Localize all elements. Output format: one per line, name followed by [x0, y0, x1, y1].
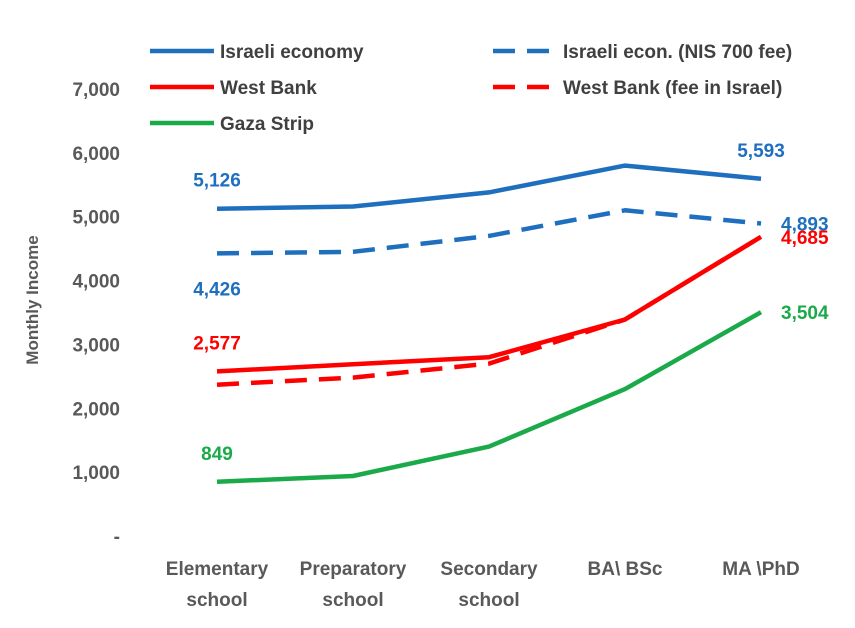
y-tick-label: - [114, 527, 120, 548]
series-line [216, 234, 763, 387]
legend-label: West Bank [220, 78, 317, 99]
series-lines [216, 163, 763, 485]
y-tick-label: 3,000 [72, 335, 120, 356]
x-tick-label: BA\ BSc [588, 559, 663, 580]
legend-label: Israeli econ. (NIS 700 fee) [563, 42, 792, 63]
series-line [216, 208, 762, 256]
series-line [216, 163, 762, 211]
data-label: 5,593 [737, 141, 785, 162]
x-tick-label: Preparatory [300, 559, 407, 580]
data-label: 2,577 [193, 333, 241, 354]
data-label: 3,504 [781, 303, 829, 324]
x-tick-label: Elementary [166, 559, 269, 580]
data-label: 5,126 [193, 171, 241, 192]
data-label: 4,426 [193, 279, 241, 300]
legend-label: West Bank (fee in Israel) [563, 78, 782, 99]
series-line [216, 234, 763, 374]
data-label: 849 [201, 444, 233, 465]
x-tick-label: school [186, 590, 247, 611]
y-tick-label: 1,000 [72, 463, 120, 484]
data-labels: 5,126 5,593 4,426 4,893 2,577 4,685 849 3,504 [193, 141, 829, 465]
x-axis: Elementary school Preparatory school Seconda… [166, 559, 800, 611]
data-label: 4,893 [781, 215, 829, 236]
y-axis-label: Monthly Income [23, 235, 42, 364]
y-tick-label: 5,000 [72, 208, 120, 229]
legend-label: Gaza Strip [220, 114, 314, 135]
x-tick-label: school [322, 590, 383, 611]
x-tick-label: school [458, 590, 519, 611]
y-tick-label: 6,000 [72, 144, 120, 165]
series-line [216, 310, 763, 485]
y-tick-label: 7,000 [72, 80, 120, 101]
legend-label: Israeli economy [220, 42, 364, 63]
y-axis: - 1,000 2,000 3,000 4,000 5,000 6,000 7,000 [72, 80, 120, 548]
legend: Israeli economy Israeli econ. (NIS 700 fe… [150, 42, 792, 135]
y-tick-label: 4,000 [72, 272, 120, 293]
x-tick-label: Secondary [440, 559, 538, 580]
data-label: 4,685 [781, 228, 829, 249]
y-tick-label: 2,000 [72, 399, 120, 420]
x-tick-label: MA \PhD [722, 559, 799, 580]
